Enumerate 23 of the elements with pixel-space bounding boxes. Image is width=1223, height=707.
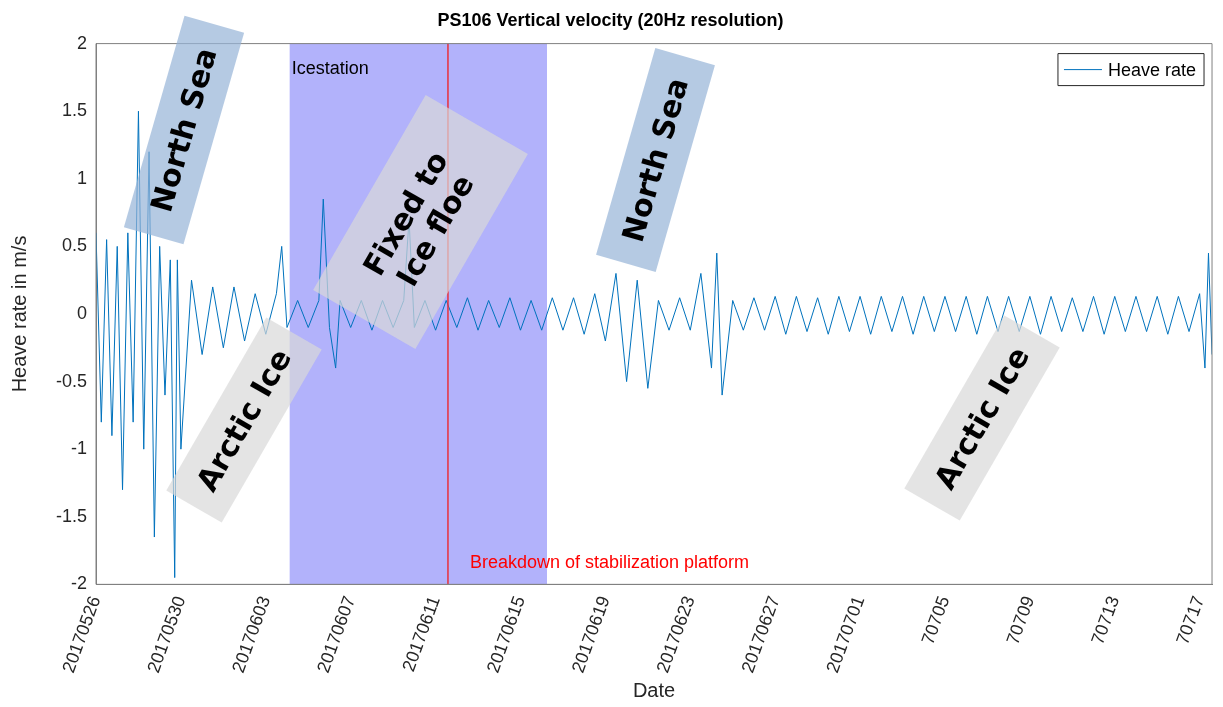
ref-line-label: Breakdown of stabilization platform [469, 552, 750, 573]
x-tick-label: 70717 [1172, 593, 1209, 648]
note-box: North Sea [595, 48, 715, 272]
y-tick-label: 2 [76, 32, 87, 53]
x-tick-label: 70709 [1002, 593, 1039, 648]
x-axis-title: Date [632, 678, 676, 701]
annotation: North Sea [614, 73, 695, 246]
y-tick-label: -2 [70, 573, 87, 594]
y-tick-label: 0 [76, 302, 87, 323]
y-tick-label: 0.5 [61, 235, 87, 256]
y-tick-label: -1.5 [55, 505, 87, 526]
x-tick-label: 70705 [917, 593, 954, 648]
chart-title: PS106 Vertical velocity (20Hz resolution) [437, 9, 784, 30]
y-tick-label: 1 [76, 167, 87, 188]
y-tick-label: -1 [70, 438, 87, 459]
y-tick-label: 1.5 [61, 100, 87, 121]
y-tick-label: -0.5 [55, 370, 87, 391]
note-box: North Sea [123, 15, 245, 245]
legend-label: Heave rate [1107, 59, 1197, 80]
x-tick-label: 70713 [1087, 593, 1124, 648]
band-label: Icestation [291, 57, 369, 78]
annotation: North Sea [143, 43, 224, 216]
y-axis-title: Heave rate in m/s [7, 235, 30, 393]
